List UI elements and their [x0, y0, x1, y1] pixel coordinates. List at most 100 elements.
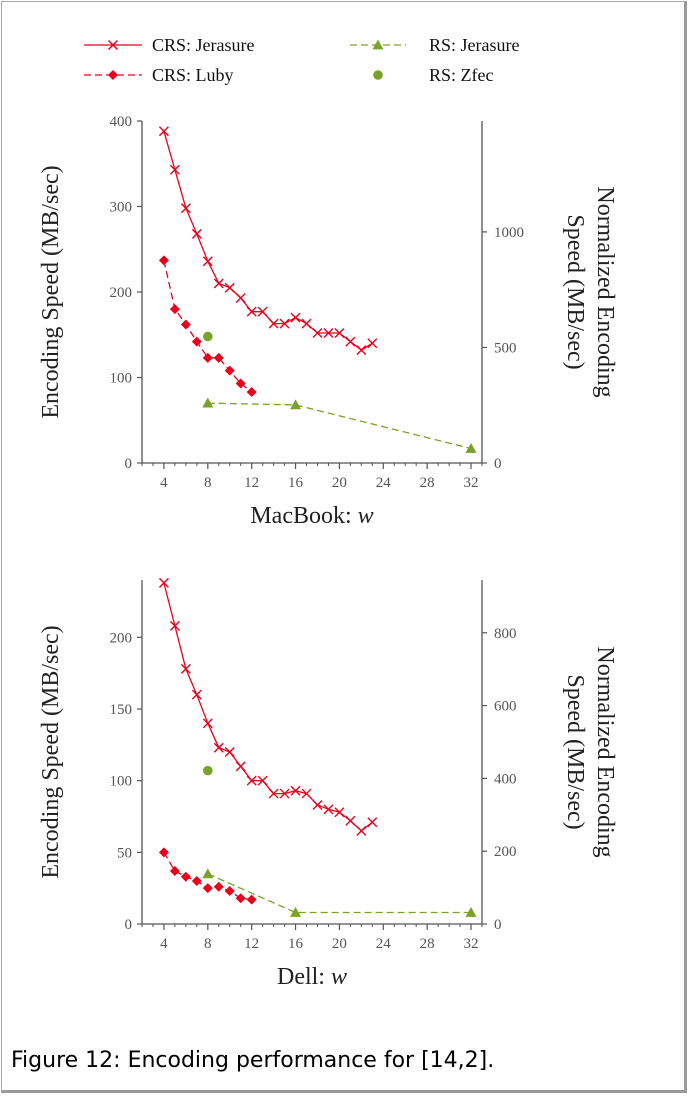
y2-axis-label: Normalized EncodingSpeed (MB/sec) — [562, 646, 618, 857]
y2-axis-label-line2: Speed (MB/sec) — [562, 214, 588, 369]
data-point — [257, 306, 268, 317]
data-point — [202, 718, 213, 729]
legend-label-rs-jerasure: RS: Jerasure — [429, 35, 519, 55]
x-axis-label-prefix: Dell: — [277, 964, 331, 990]
y-tick-label: 200 — [110, 630, 133, 646]
x-axis-label: MacBook: w — [250, 503, 373, 529]
data-point — [224, 747, 235, 757]
y2-tick-label: 400 — [494, 771, 517, 787]
series-crs-luby — [158, 847, 257, 905]
data-point — [367, 817, 378, 828]
x-tick-label: 12 — [244, 475, 259, 491]
x-tick-label: 24 — [376, 475, 392, 491]
y-tick-label: 300 — [110, 200, 133, 216]
data-point — [323, 328, 334, 339]
x-tick-label: 12 — [244, 936, 259, 952]
series-crs-luby — [158, 255, 257, 398]
data-point — [169, 865, 180, 876]
data-point — [235, 893, 246, 904]
y2-axis-label: Normalized EncodingSpeed (MB/sec) — [562, 186, 618, 397]
data-point — [213, 278, 224, 289]
data-point — [279, 788, 290, 799]
data-point — [224, 282, 235, 293]
x-tick-label: 8 — [204, 936, 212, 952]
data-point — [191, 689, 202, 700]
series-crs-jerasure — [158, 577, 378, 836]
data-point — [465, 907, 477, 917]
data-point — [202, 397, 214, 408]
y-tick-label: 0 — [125, 917, 133, 933]
y-axis-label: Encoding Speed (MB/sec) — [38, 165, 64, 418]
data-point — [158, 847, 169, 858]
data-point — [334, 328, 345, 339]
x-tick-label: 28 — [420, 936, 435, 952]
data-point — [257, 775, 268, 786]
y2-tick-label: 500 — [494, 340, 517, 356]
data-point — [301, 318, 312, 329]
data-point — [235, 378, 246, 389]
y-tick-label: 200 — [110, 285, 133, 301]
data-point — [268, 788, 279, 799]
series-line — [207, 402, 472, 450]
data-point — [169, 304, 180, 315]
y2-tick-label: 0 — [494, 456, 502, 472]
data-point — [246, 775, 257, 786]
legend-label-rs-zfec: RS: Zfec — [429, 65, 494, 85]
legend-marker-rs-zfec — [373, 70, 383, 80]
data-point — [345, 815, 356, 826]
y-tick-label: 50 — [117, 845, 132, 861]
legend-item-rs-zfec: RS: Zfec — [373, 65, 494, 85]
y2-tick-label: 200 — [494, 844, 517, 860]
x-axis-label: Dell: w — [277, 964, 347, 990]
figure-caption: Figure 12: Encoding performance for [14,… — [11, 1048, 495, 1073]
x-tick-label: 32 — [464, 475, 479, 491]
x-tick-label: 24 — [376, 936, 392, 952]
series-rs-zfec — [203, 765, 213, 776]
legend: CRS: Jerasure CRS: Luby RS: Jerasure RS: Zf… — [84, 35, 519, 85]
x-axis-label-prefix: MacBook: — [250, 503, 357, 529]
x-tick-label: 28 — [420, 475, 435, 491]
data-point — [290, 785, 301, 796]
data-point — [290, 312, 301, 323]
data-point — [158, 255, 169, 266]
data-point — [158, 126, 169, 137]
y2-tick-label: 800 — [494, 626, 517, 642]
data-point — [180, 871, 191, 882]
x-tick-label: 4 — [160, 936, 168, 952]
series-line — [163, 131, 373, 351]
data-point — [279, 318, 290, 329]
data-point — [202, 256, 213, 267]
data-point — [312, 800, 323, 811]
x-tick-label: 8 — [204, 475, 212, 491]
series-rs-jerasure — [202, 397, 477, 453]
data-point — [356, 345, 367, 356]
y2-axis-label-line1: Normalized Encoding — [592, 646, 618, 857]
macbook-chart: 4 8 12 16 20 24 28 32 0 100 200 300 400 0 500 1000 Encod… — [38, 114, 618, 529]
x-tick-label: 4 — [160, 475, 168, 491]
y-tick-label: 0 — [125, 456, 133, 472]
data-point — [246, 894, 257, 905]
data-point — [235, 761, 246, 772]
data-point — [246, 387, 257, 398]
legend-marker-crs-luby — [108, 70, 118, 80]
legend-marker-crs-jerasure — [108, 40, 118, 50]
data-point — [169, 164, 180, 175]
y-axis-label: Encoding Speed (MB/sec) — [38, 625, 64, 878]
legend-item-rs-jerasure: RS: Jerasure — [350, 35, 519, 55]
data-point — [312, 328, 323, 339]
data-point — [202, 868, 214, 879]
data-point — [268, 318, 279, 329]
encoding-performance-figure: CRS: Jerasure CRS: Luby RS: Jerasure RS: Zf… — [38, 35, 618, 990]
x-axis-label-var: w — [331, 964, 347, 990]
data-point — [213, 742, 224, 753]
data-point — [169, 620, 180, 631]
dell-chart: 4 8 12 16 20 24 28 32 0 50 100 150 200 0 200 400 600 800 E… — [38, 577, 618, 990]
data-point — [191, 876, 202, 886]
x-tick-label: 32 — [464, 936, 479, 952]
data-point — [180, 203, 191, 214]
y2-tick-label: 600 — [494, 699, 517, 715]
x-tick-label: 16 — [288, 936, 304, 952]
series-line — [163, 582, 373, 832]
data-point — [191, 228, 202, 239]
